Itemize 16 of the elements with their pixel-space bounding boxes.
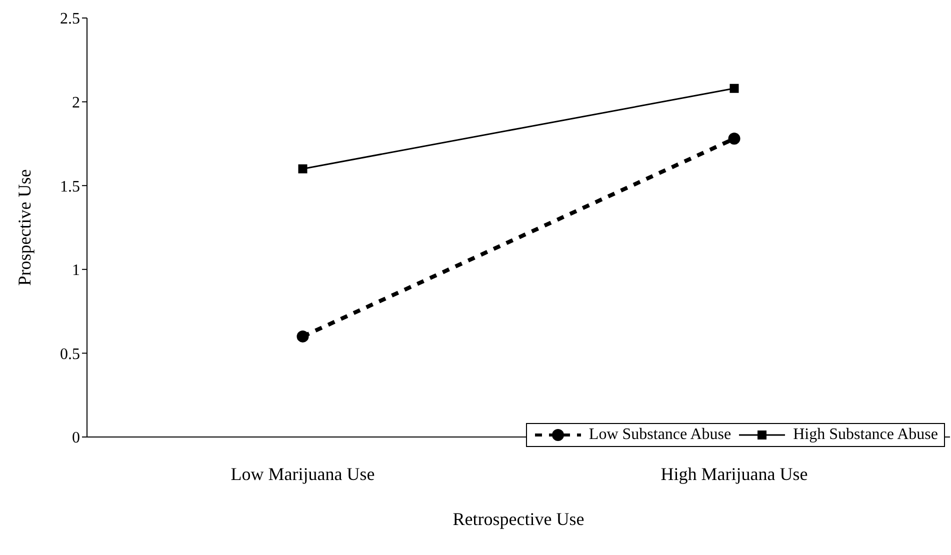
y-tick-label: 2 — [72, 94, 80, 112]
point — [728, 132, 740, 145]
x-axis-title: Retrospective Use — [452, 509, 584, 529]
legend-label: Low Substance Abuse — [588, 426, 732, 444]
y-tick-label: 2.5 — [60, 10, 80, 28]
point — [730, 84, 739, 93]
y-tick-label: 1 — [72, 262, 80, 280]
legend-label: High Substance Abuse — [793, 426, 938, 444]
point — [298, 164, 308, 174]
y-axis-title: Prospective Use — [14, 169, 34, 286]
x-tick-label: High Marijuana Use — [660, 464, 808, 484]
y-tick-label: 0.5 — [60, 346, 80, 363]
point — [296, 330, 309, 342]
x-tick-label: Low Marijuana Use — [230, 464, 375, 484]
y-tick-label: 1.5 — [60, 178, 80, 196]
y-tick-label: 0 — [72, 430, 80, 447]
